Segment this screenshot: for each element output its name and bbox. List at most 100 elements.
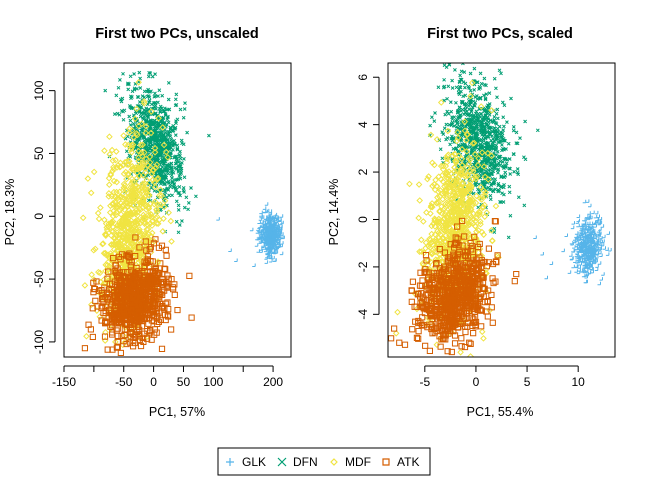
- point-mdf: [140, 149, 148, 156]
- point-mdf: [139, 214, 147, 222]
- point-mdf: [454, 358, 459, 363]
- point-mdf: [132, 206, 140, 214]
- point-dfn: [493, 187, 498, 192]
- point-dfn: [156, 100, 160, 105]
- point-atk: [123, 321, 130, 328]
- point-dfn: [468, 71, 473, 76]
- point-mdf: [160, 141, 168, 149]
- panel-scaled: First two PCs, scaled PC1, 55.4% PC2, 14…: [327, 26, 616, 419]
- point-mdf: [140, 160, 148, 168]
- point-dfn: [492, 126, 497, 130]
- point-dfn: [169, 137, 174, 142]
- point-dfn: [170, 169, 175, 174]
- point-dfn: [509, 96, 513, 101]
- point-atk: [136, 333, 143, 340]
- point-mdf: [147, 232, 155, 240]
- point-dfn: [175, 146, 180, 151]
- point-atk: [118, 294, 125, 301]
- point-dfn: [518, 136, 522, 140]
- point-dfn: [166, 81, 171, 85]
- point-atk: [110, 255, 117, 262]
- point-dfn: [186, 207, 190, 212]
- point-dfn: [153, 72, 157, 76]
- point-mdf: [153, 220, 161, 227]
- point-atk: [114, 332, 121, 339]
- point-dfn: [176, 208, 181, 212]
- point-atk: [90, 289, 97, 296]
- point-dfn: [156, 94, 160, 98]
- point-dfn: [173, 97, 178, 102]
- point-mdf: [157, 201, 164, 208]
- point-atk: [140, 274, 147, 281]
- point-atk: [139, 278, 146, 285]
- point-atk: [151, 289, 158, 297]
- y-tick-label: 0: [32, 213, 46, 220]
- point-mdf: [129, 191, 136, 198]
- point-dfn: [506, 141, 511, 146]
- point-atk: [162, 246, 169, 253]
- point-atk: [168, 326, 175, 333]
- point-dfn: [137, 70, 142, 75]
- point-dfn: [488, 197, 493, 202]
- point-dfn: [159, 150, 164, 154]
- point-mdf: [139, 204, 147, 211]
- point-dfn: [118, 78, 122, 82]
- point-dfn: [505, 120, 509, 124]
- point-atk: [150, 240, 158, 247]
- point-glk: [268, 211, 273, 216]
- point-glk: [228, 248, 232, 252]
- point-dfn: [165, 117, 170, 122]
- point-atk: [106, 280, 113, 287]
- point-dfn: [480, 144, 484, 149]
- point-mdf: [123, 200, 131, 207]
- y-tick-label: 50: [32, 146, 46, 160]
- point-mdf: [105, 193, 113, 200]
- point-mdf: [137, 164, 144, 172]
- point-atk: [478, 323, 485, 330]
- point-mdf: [476, 245, 484, 253]
- point-mdf: [142, 155, 150, 163]
- point-dfn: [182, 205, 187, 210]
- point-mdf: [433, 341, 441, 349]
- point-dfn: [515, 167, 520, 171]
- point-dfn: [168, 182, 173, 187]
- point-mdf: [106, 209, 114, 216]
- point-mdf: [138, 120, 146, 127]
- point-mdf: [126, 125, 133, 133]
- point-dfn: [492, 76, 497, 81]
- point-dfn: [121, 117, 126, 122]
- point-dfn: [171, 124, 176, 128]
- point-mdf: [165, 209, 172, 216]
- point-atk: [118, 306, 125, 313]
- point-dfn: [153, 91, 157, 96]
- point-dfn: [148, 124, 152, 128]
- point-dfn: [178, 193, 182, 198]
- point-mdf: [125, 170, 132, 177]
- point-dfn: [129, 96, 133, 101]
- x-tick-label: 100: [203, 375, 223, 389]
- point-dfn: [178, 153, 182, 158]
- point-dfn: [467, 107, 471, 112]
- point-mdf: [108, 146, 116, 154]
- point-dfn: [149, 139, 153, 144]
- point-dfn: [155, 126, 159, 131]
- point-dfn: [166, 179, 171, 184]
- point-dfn: [506, 235, 511, 240]
- point-dfn: [170, 179, 175, 184]
- series-dfn: [428, 63, 540, 240]
- point-mdf: [143, 176, 151, 184]
- point-dfn: [180, 219, 184, 223]
- point-dfn: [483, 120, 488, 125]
- point-mdf: [478, 328, 486, 336]
- point-atk: [152, 266, 159, 273]
- point-mdf: [157, 186, 164, 194]
- point-mdf: [129, 141, 137, 149]
- point-atk: [118, 332, 125, 340]
- point-glk: [275, 228, 279, 233]
- point-atk: [154, 313, 161, 320]
- point-dfn: [147, 142, 151, 147]
- point-dfn: [156, 136, 160, 140]
- point-dfn: [140, 128, 144, 133]
- point-mdf: [146, 200, 154, 208]
- point-dfn: [448, 142, 452, 147]
